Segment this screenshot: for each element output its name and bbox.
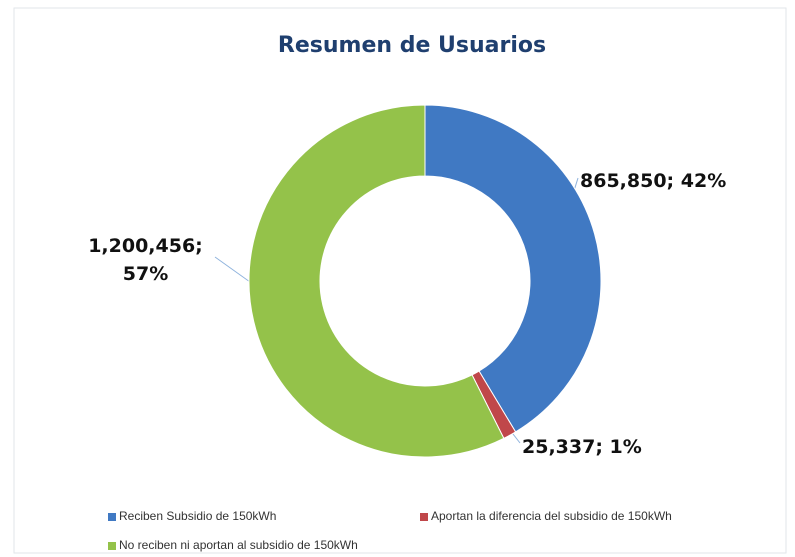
chart-title: Resumen de Usuarios bbox=[278, 33, 546, 58]
legend-swatch bbox=[420, 513, 428, 521]
data-label: 25,337; 1% bbox=[522, 436, 642, 458]
legend-label: Reciben Subsidio de 150kWh bbox=[119, 509, 276, 523]
legend-label: No reciben ni aportan al subsidio de 150… bbox=[119, 538, 358, 552]
data-label: 865,850; 42% bbox=[580, 170, 727, 192]
legend-swatch bbox=[108, 513, 116, 521]
donut-slice bbox=[248, 104, 505, 458]
data-label: 1,200,456; 57% bbox=[88, 235, 203, 285]
donut-slice bbox=[424, 104, 602, 433]
legend-label: Aportan la diferencia del subsidio de 15… bbox=[431, 509, 672, 523]
chart-frame bbox=[13, 7, 787, 554]
legend-swatch bbox=[108, 542, 116, 550]
